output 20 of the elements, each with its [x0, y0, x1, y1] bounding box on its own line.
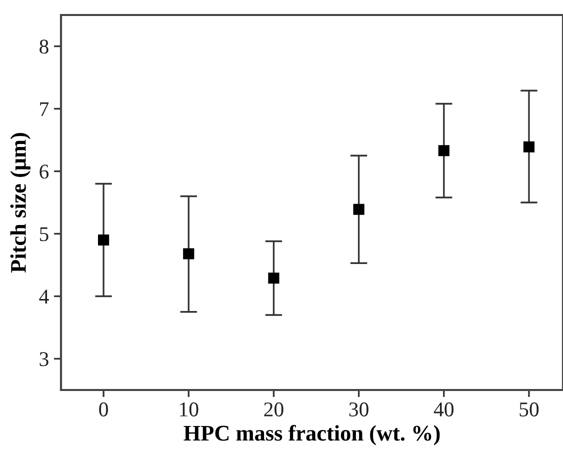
y-tick-label: 7 [40, 102, 49, 116]
y-axis-title: Pitch size (μm) [10, 133, 30, 273]
x-tick-label: 20 [264, 402, 284, 416]
point [438, 145, 450, 156]
x-tick-label: 0 [99, 402, 108, 416]
point [523, 141, 535, 152]
point [268, 272, 280, 284]
y-tick-label: 3 [40, 352, 48, 366]
point [98, 234, 110, 246]
x-tick-label: 10 [180, 402, 198, 416]
y-tick-label: 4 [39, 290, 49, 304]
y-tick-label: 5 [40, 227, 48, 242]
point [353, 204, 364, 215]
x-tick-label: 50 [520, 402, 539, 416]
x-tick-label: 40 [434, 402, 454, 416]
x-axis-title: HPC mass fraction (wt. %) [184, 424, 440, 446]
y-tick-label: 8 [40, 40, 48, 54]
point [183, 248, 194, 260]
y-tick-label: 6 [40, 164, 49, 179]
x-tick-label: 30 [349, 402, 368, 416]
